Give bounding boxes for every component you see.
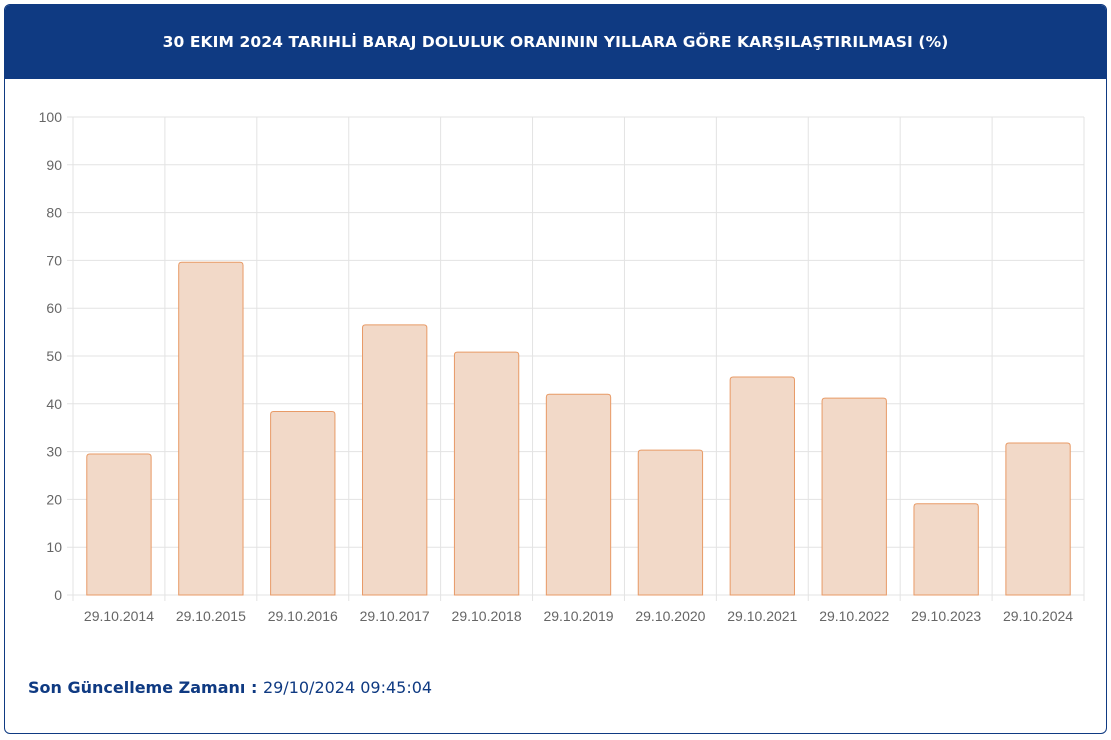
- y-tick-label: 10: [46, 539, 62, 555]
- bars: [86, 261, 1071, 596]
- bar: [637, 449, 704, 596]
- y-tick-label: 90: [46, 157, 62, 173]
- x-tick-label: 29.10.2020: [635, 608, 705, 624]
- y-tick-label: 50: [46, 348, 62, 364]
- last-updated-separator: :: [245, 678, 263, 697]
- x-tick-label: 29.10.2021: [727, 608, 797, 624]
- bar: [913, 503, 979, 596]
- y-axis-ticks: 0 10 20 30 40 50 60 70 80 90 100: [39, 109, 63, 603]
- last-updated-label: Son Güncelleme Zamanı: [28, 678, 246, 697]
- bar: [729, 376, 795, 596]
- x-axis-ticks: 29.10.2014 29.10.2015 29.10.2016 29.10.2017…: [84, 608, 1073, 624]
- y-tick-label: 70: [46, 252, 62, 268]
- y-tick-label: 40: [46, 396, 62, 412]
- y-tick-label: 30: [46, 444, 62, 460]
- x-tick-label: 29.10.2019: [543, 608, 613, 624]
- bar: [86, 453, 152, 596]
- x-tick-label: 29.10.2024: [1003, 608, 1073, 624]
- bar: [270, 410, 336, 596]
- x-tick-label: 29.10.2015: [176, 608, 246, 624]
- bar: [545, 393, 612, 596]
- y-tick-label: 60: [46, 300, 62, 316]
- y-tick-label: 0: [54, 587, 62, 603]
- chart-title: 30 EKIM 2024 TARIHLİ BARAJ DOLULUK ORANI…: [162, 33, 949, 51]
- last-updated-value: 29/10/2024 09:45:04: [262, 678, 433, 697]
- last-updated: Son Güncelleme Zamanı : 29/10/2024 09:45…: [28, 678, 432, 697]
- chart-area: 0 10 20 30 40 50 60 70 80 90 100 29.10.2014 29.10.2…: [39, 109, 1085, 624]
- y-tick-label: 20: [46, 491, 62, 507]
- y-tick-label: 100: [39, 109, 63, 125]
- bar: [453, 351, 520, 596]
- bar: [178, 261, 244, 596]
- x-tick-label: 29.10.2022: [819, 608, 889, 624]
- x-tick-label: 29.10.2014: [84, 608, 154, 624]
- x-tick-label: 29.10.2018: [452, 608, 522, 624]
- bar: [821, 397, 887, 596]
- y-tick-label: 80: [46, 205, 62, 221]
- x-tick-label: 29.10.2016: [268, 608, 338, 624]
- bar: [1005, 442, 1071, 596]
- x-tick-label: 29.10.2017: [360, 608, 430, 624]
- chart-header: 30 EKIM 2024 TARIHLİ BARAJ DOLULUK ORANI…: [5, 5, 1106, 79]
- x-tick-label: 29.10.2023: [911, 608, 981, 624]
- bar: [362, 324, 428, 596]
